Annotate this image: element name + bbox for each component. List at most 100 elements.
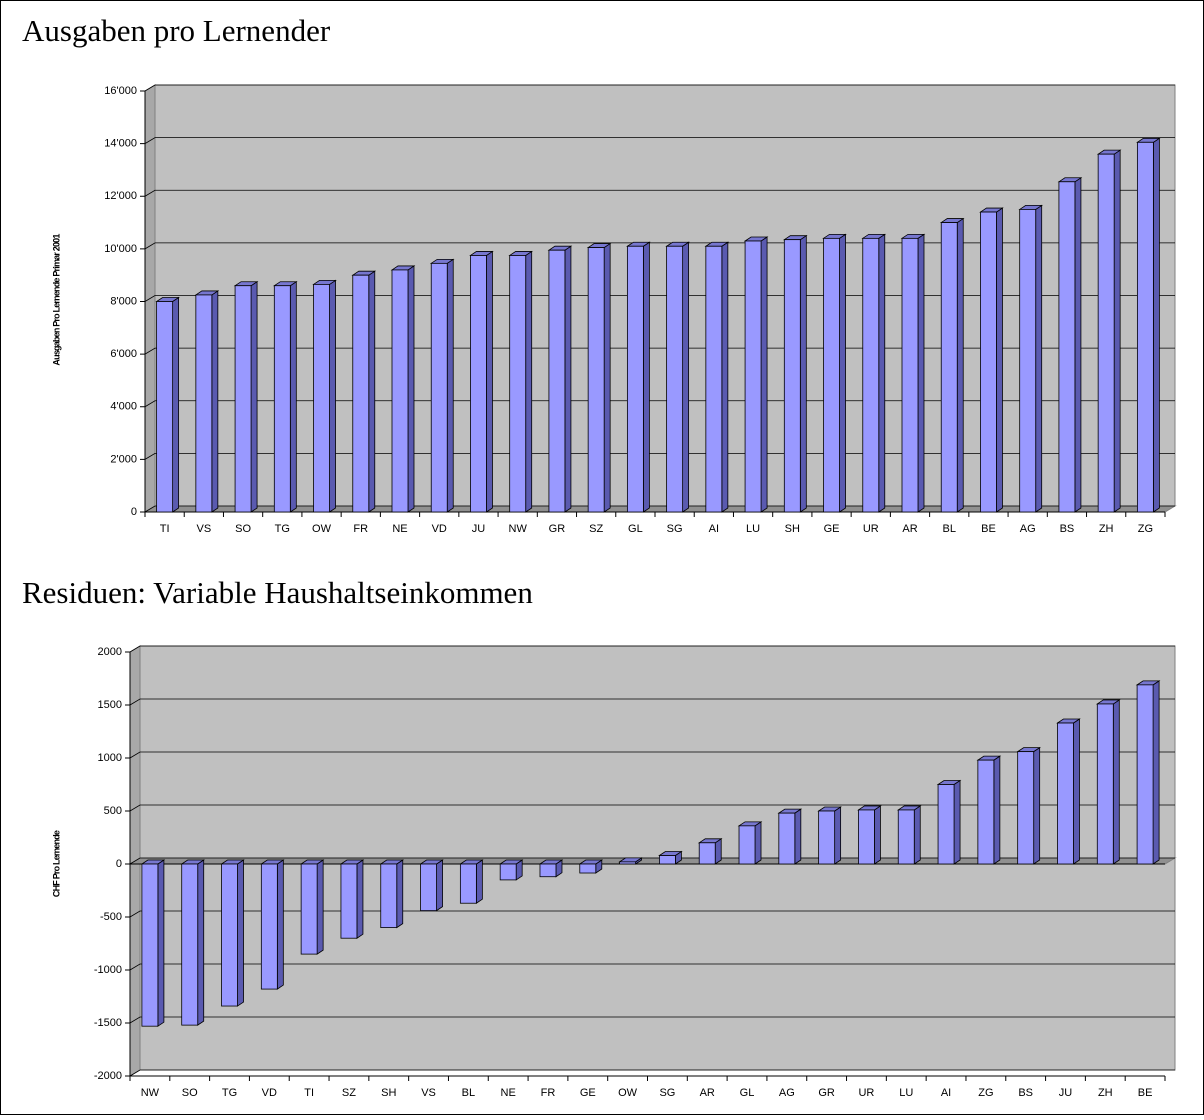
bar-side — [917, 233, 925, 513]
grid-line — [129, 963, 1175, 971]
bar — [234, 285, 252, 513]
x-tick-label: UR — [863, 523, 879, 535]
y-tick-label: 2'000 — [110, 453, 137, 465]
bar — [420, 863, 437, 912]
x-tick-label: JU — [1059, 1087, 1073, 1099]
grid-line — [129, 1069, 1175, 1077]
grid-line — [129, 751, 1175, 759]
bar — [1017, 751, 1035, 865]
bar — [619, 861, 636, 865]
bar — [698, 842, 716, 865]
bar-side — [564, 245, 572, 513]
bar — [156, 301, 174, 513]
bar-side — [1035, 204, 1043, 513]
x-tick-label: SH — [785, 523, 800, 535]
bar — [340, 863, 358, 939]
bar-side — [172, 296, 180, 513]
y-tick-label: 12'000 — [104, 190, 137, 202]
x-tick-label: ZG — [1138, 523, 1153, 535]
bar — [430, 262, 448, 513]
bar-side — [157, 859, 165, 1027]
x-tick-label: SG — [667, 523, 683, 535]
bar-side — [276, 859, 284, 990]
bar — [548, 249, 566, 513]
x-tick-label: BE — [981, 523, 996, 535]
bar — [1019, 209, 1037, 513]
bar-side — [834, 806, 842, 865]
x-tick-label: BL — [462, 1087, 475, 1099]
y-tick-label: -1500 — [94, 1017, 122, 1029]
bar — [977, 759, 995, 865]
bar — [1136, 684, 1154, 865]
x-tick-label: TG — [222, 1087, 237, 1099]
x-tick-label: GR — [549, 523, 566, 535]
bar-side — [799, 234, 807, 513]
bar-side — [446, 258, 454, 513]
grid-line — [129, 1016, 1175, 1024]
bar — [1136, 141, 1154, 513]
grid-line — [144, 84, 1175, 92]
bar — [937, 784, 955, 865]
bar — [659, 855, 676, 865]
y-tick-label: 6'000 — [110, 348, 137, 360]
grid-line — [129, 645, 1175, 653]
y-tick-label: 16'000 — [104, 85, 137, 97]
bar-side — [874, 805, 881, 865]
x-tick-label: SH — [381, 1087, 396, 1099]
bar-side — [953, 779, 961, 865]
x-tick-label: AG — [1020, 523, 1036, 535]
bar-side — [486, 250, 493, 513]
bar — [1097, 153, 1115, 513]
bar-side — [996, 207, 1003, 513]
bar-side — [1074, 177, 1082, 513]
x-tick-label: VD — [432, 523, 447, 535]
bar — [352, 274, 370, 513]
x-tick-label: BS — [1060, 523, 1075, 535]
bar — [499, 863, 517, 881]
x-tick-label: GE — [824, 523, 840, 535]
bar-side — [475, 859, 483, 904]
chart-title: Ausgaben pro Lernender — [22, 13, 331, 48]
x-tick-label: AI — [941, 1087, 951, 1099]
bar — [940, 222, 958, 513]
x-tick-label: GR — [818, 1087, 835, 1099]
x-tick-label: SG — [659, 1087, 675, 1099]
bar — [195, 294, 213, 513]
bar — [141, 863, 159, 1027]
y-tick-label: -500 — [100, 911, 122, 923]
bar — [459, 863, 477, 904]
bar-side — [1152, 137, 1160, 513]
bar — [579, 863, 597, 874]
bar — [626, 245, 644, 513]
bar-side — [250, 280, 258, 513]
y-tick-label: -2000 — [94, 1070, 122, 1082]
chart-title: Residuen: Variable Haushaltseinkommen — [22, 575, 533, 610]
y-tick-label: 1000 — [98, 752, 122, 764]
bar — [858, 809, 875, 865]
bar-side — [1033, 746, 1041, 865]
y-tick-label: 14'000 — [104, 138, 137, 150]
x-tick-label: SZ — [342, 1087, 356, 1099]
x-tick-label: ZH — [1098, 1087, 1113, 1099]
bar — [744, 240, 762, 513]
bar-side — [1112, 699, 1120, 865]
y-tick-label: 8'000 — [110, 295, 137, 307]
bar — [897, 809, 915, 865]
bar-side — [1073, 718, 1080, 865]
bar-side — [237, 859, 244, 1007]
grid-line — [129, 910, 1175, 918]
bar-side — [839, 233, 846, 513]
x-tick-label: VS — [421, 1087, 436, 1099]
y-tick-label: 4'000 — [110, 401, 137, 413]
bar-side — [642, 241, 650, 513]
y-tick-label: 500 — [104, 805, 122, 817]
x-tick-label: SO — [235, 523, 251, 535]
bar — [380, 863, 398, 928]
x-tick-label: FR — [353, 523, 368, 535]
bar — [509, 255, 527, 513]
x-tick-label: GL — [740, 1087, 755, 1099]
bar — [300, 863, 318, 955]
bar-side — [754, 821, 762, 865]
bar — [221, 863, 238, 1007]
